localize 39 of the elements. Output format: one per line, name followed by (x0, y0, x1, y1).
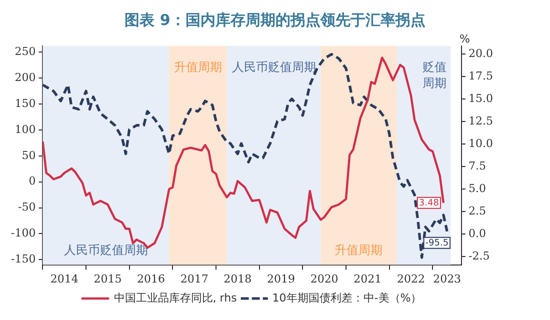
y2-tick-label: -2.5 (468, 250, 490, 263)
x-tick-label: 2014 (50, 272, 78, 286)
band-label: 升值周期 (174, 60, 222, 74)
y-tick-label: 250 (14, 45, 36, 58)
x-tick-label: 2023 (433, 272, 462, 286)
y-tick-label: 100 (14, 122, 36, 136)
x-tick-label: 2019 (266, 272, 295, 286)
legend-label: 10年期国债利差：中-美（%） (272, 291, 422, 304)
chart-title: 图表 9：国内库存周期的拐点领先于汇率拐点 (124, 10, 426, 31)
x-tick-label: 2018 (224, 272, 252, 286)
y-tick-label: -100 (10, 226, 36, 240)
y2-tick-label: 7.5 (468, 160, 486, 173)
band-label: 贬值周期 (422, 60, 447, 90)
y2-tick-label: 15.0 (468, 92, 494, 105)
y2-tick-label: 5.0 (468, 182, 486, 196)
y-tick-label: 0 (28, 174, 36, 188)
x-tick-label: 2016 (137, 272, 166, 286)
y2-tick-label: 17.5 (468, 69, 494, 82)
legend-label: 中国工业品库存同比, rhs (114, 291, 238, 304)
x-tick-label: 2022 (396, 272, 425, 286)
band-label: 升值周期 (334, 242, 383, 257)
y2-axis-title: % (460, 32, 470, 46)
y2-tick-label: 10.0 (468, 137, 494, 150)
y-tick-label: 150 (14, 96, 36, 110)
x-tick-label: 2021 (354, 272, 382, 286)
y2-tick-label: 20.0 (468, 46, 494, 60)
band-label: 人民币贬值周期 (232, 60, 316, 74)
y-tick-label: -150 (10, 252, 36, 266)
x-tick-label: 2020 (310, 272, 338, 286)
y2-tick-label: 12.5 (468, 114, 494, 128)
data-label: -95.5 (425, 238, 449, 249)
y-tick-label: 200 (14, 71, 36, 84)
y-tick-label: -50 (18, 200, 36, 214)
y2-tick-label: 2.5 (468, 204, 486, 218)
x-tick-label: 2015 (94, 272, 122, 286)
y2-tick-label: 0.0 (468, 227, 486, 240)
x-tick-label: 2017 (180, 272, 208, 286)
y-tick-label: 50 (22, 148, 36, 162)
data-label: 3.48 (418, 198, 440, 209)
